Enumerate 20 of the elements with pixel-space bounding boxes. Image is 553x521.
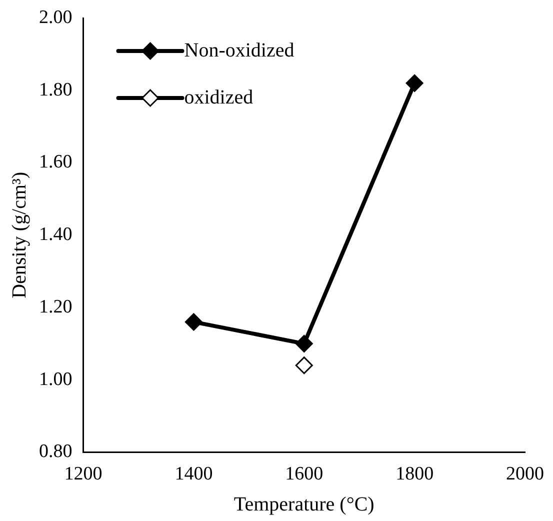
point xyxy=(184,313,202,331)
legend-label: oxidized xyxy=(184,86,254,108)
x-tick-label: 1600 xyxy=(285,464,324,485)
x-tick-label: 2000 xyxy=(506,464,544,485)
point xyxy=(295,334,313,352)
legend-label: Non-oxidized xyxy=(184,39,294,62)
y-tick-label: 1.00 xyxy=(39,368,72,390)
point xyxy=(295,356,313,374)
x-axis-title: Temperature (°C) xyxy=(234,493,374,516)
x-tick-label: 1200 xyxy=(64,464,102,485)
x-tick-label: 1800 xyxy=(396,464,434,485)
y-tick-label: 1.60 xyxy=(39,152,72,173)
y-axis-title: Density (g/cm³) xyxy=(8,172,30,298)
y-tick-label: 0.80 xyxy=(39,441,72,462)
y-tick-label: 2.00 xyxy=(39,6,72,28)
point xyxy=(406,74,424,92)
y-tick-label: 1.40 xyxy=(39,224,72,246)
y-tick-label: 1.80 xyxy=(39,79,72,100)
x-tick-label: 1400 xyxy=(174,464,213,485)
y-tick-label: 1.20 xyxy=(39,296,72,318)
